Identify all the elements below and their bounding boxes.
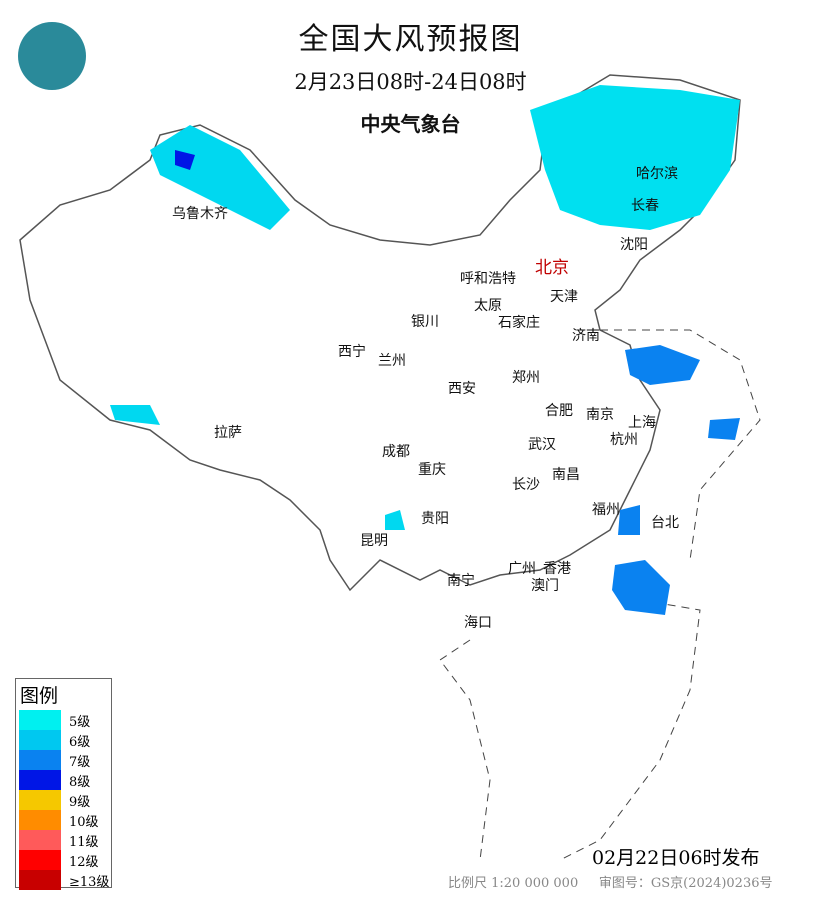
approval-number: 审图号：GS京(2024)0236号 [598,876,773,891]
legend-label: 7级 [69,754,91,770]
map-footer: 比例尺 1:20 000 000 审图号：GS京(2024)0236号 [448,872,773,891]
city-label: 兰州 [378,353,406,369]
legend-title: 图例 [20,685,59,707]
city-label: 郑州 [512,370,540,386]
city-label: 沈阳 [620,237,648,253]
legend-swatch [19,850,61,870]
city-label: 武汉 [528,437,556,453]
city-label: 台北 [651,515,679,531]
city-label: 海口 [464,615,492,631]
city-label: 长春 [631,198,659,214]
legend-item: 11级 [16,830,111,850]
city-label: 石家庄 [498,315,540,331]
city-label: 福州 [592,502,620,518]
capital-label: 北京 [535,258,569,278]
legend-label: 9级 [69,794,91,810]
city-label: 贵阳 [421,511,449,527]
city-label: 香港 [543,561,571,577]
city-label: 哈尔滨 [636,166,678,182]
legend-item: 7级 [16,750,111,770]
forecast-period: 2月23日08时-24日08时 [294,70,527,94]
legend-swatch [19,810,61,830]
legend-swatch [19,730,61,750]
map-title: 全国大风预报图 [298,22,523,57]
city-label: 呼和浩特 [460,271,516,287]
wind-area-6 [110,405,160,425]
legend-label: 10级 [69,814,99,830]
city-label: 天津 [550,289,578,305]
city-label: 太原 [474,298,502,314]
wind-area-7 [618,505,640,535]
city-label: 银川 [411,314,439,330]
legend-label: 6级 [69,734,91,750]
legend-item: 5级 [16,710,111,730]
wind-area-7 [708,418,740,440]
city-label: 西安 [448,381,476,397]
city-label: 拉萨 [214,425,242,441]
wind-area-6 [530,85,740,230]
legend-swatch [19,710,61,730]
city-label: 昆明 [360,533,388,549]
city-label: 成都 [382,444,410,460]
legend-item: ≥13级 [16,870,111,890]
city-label: 重庆 [418,462,446,478]
legend-item: 10级 [16,810,111,830]
legend-label: 5级 [69,714,91,730]
legend-label: 11级 [69,834,99,850]
legend-item: 9级 [16,790,111,810]
wind-area-8 [175,150,195,170]
city-label: 乌鲁木齐 [172,206,228,222]
legend-swatch [19,770,61,790]
legend-swatch [19,870,61,890]
legend-label: ≥13级 [69,874,110,890]
legend-swatch [19,750,61,770]
legend-label: 12级 [69,854,99,870]
city-label: 澳门 [531,578,559,594]
legend-item: 8级 [16,770,111,790]
legend-swatch [19,790,61,810]
city-label: 南京 [586,407,614,423]
issuer: 中央气象台 [360,112,461,136]
wind-area-7 [625,345,700,385]
cma-logo-icon [18,22,86,90]
city-label: 上海 [628,415,656,431]
south-china-sea-boundary [439,329,761,861]
city-label: 济南 [572,328,600,344]
city-label: 西宁 [338,344,366,360]
legend-item: 12级 [16,850,111,870]
city-label: 南昌 [552,467,580,483]
city-label: 合肥 [545,403,573,419]
wind-area-6 [150,125,290,230]
city-label: 长沙 [512,477,540,493]
city-label: 南宁 [447,573,475,589]
publish-time: 02月22日06时发布 [592,847,760,869]
scale-text: 比例尺 1:20 000 000 [448,876,579,891]
legend-swatch [19,830,61,850]
legend-label: 8级 [69,774,91,790]
wind-areas [110,85,740,615]
wind-area-6 [385,510,405,530]
wind-area-7 [612,560,670,615]
city-label: 广州 [508,561,536,577]
legend-item: 6级 [16,730,111,750]
legend: 图例 5级 6级 7级 8级 9级 10级 11级 12级 ≥13级 [15,678,112,890]
city-label: 杭州 [610,432,638,448]
